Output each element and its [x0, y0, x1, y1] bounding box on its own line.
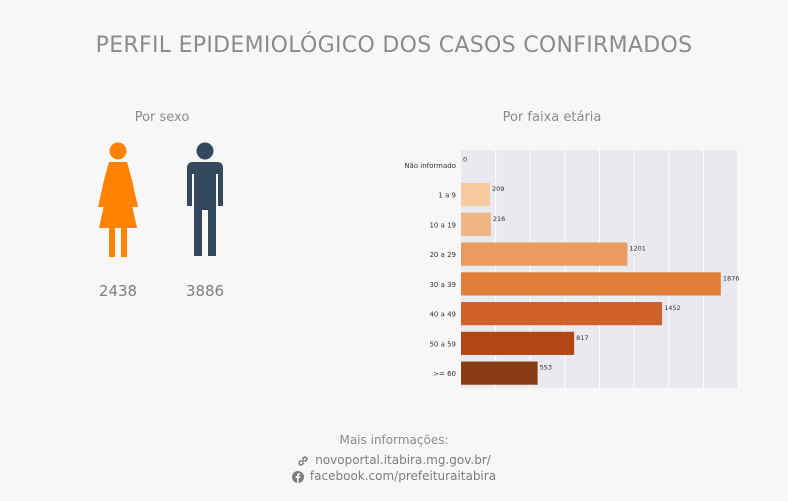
- sex-subtitle: Por sexo: [134, 110, 190, 125]
- male-icon: [187, 142, 223, 256]
- category-label: 30 a 39: [429, 281, 456, 289]
- category-label: 1 a 9: [438, 192, 456, 200]
- male-body: [187, 162, 223, 256]
- data-label: 216: [493, 215, 505, 223]
- category-label: 40 a 49: [429, 311, 456, 319]
- bar[interactable]: [461, 361, 538, 385]
- female-head: [109, 142, 127, 160]
- page-title: PERFIL EPIDEMIOLÓGICO DOS CASOS CONFIRMA…: [95, 33, 693, 58]
- link-icon: [298, 455, 308, 466]
- bar[interactable]: [461, 212, 491, 236]
- bar[interactable]: [461, 183, 490, 207]
- data-label: 209: [492, 185, 504, 193]
- female-icon: [98, 142, 138, 257]
- bar[interactable]: [461, 242, 628, 266]
- category-label: 10 a 19: [429, 221, 456, 229]
- data-label: 0: [463, 155, 467, 163]
- category-label: Não informado: [404, 162, 456, 170]
- footer-site-text: novoportal.itabira.mg.gov.br/: [315, 453, 491, 467]
- bar[interactable]: [461, 302, 663, 326]
- female-count: 2438: [98, 282, 138, 300]
- female-body: [98, 162, 138, 257]
- footer-site-link[interactable]: novoportal.itabira.mg.gov.br/: [0, 453, 788, 467]
- footer-facebook-link[interactable]: facebook.com/prefeituraitabira: [0, 469, 788, 483]
- data-label: 1452: [664, 304, 681, 312]
- age-bar-chart: Não informado 0 1 a 9 209 10 a 19 216 20 a 29 1…: [404, 150, 740, 388]
- category-label: 50 a 59: [429, 340, 456, 348]
- footer-label: Mais informações:: [339, 433, 449, 447]
- category-label: 20 a 29: [429, 251, 456, 259]
- bar[interactable]: [461, 272, 721, 296]
- facebook-icon: [291, 470, 304, 483]
- data-label: 1876: [723, 274, 740, 282]
- data-label: 553: [540, 364, 552, 372]
- male-count: 3886: [185, 282, 225, 300]
- data-label: 1201: [629, 245, 646, 253]
- age-subtitle: Por faixa etária: [502, 110, 602, 125]
- male-head: [196, 142, 214, 160]
- footer-facebook-text: facebook.com/prefeituraitabira: [309, 469, 497, 483]
- data-label: 817: [576, 334, 588, 342]
- category-label: >= 60: [433, 370, 456, 378]
- bar[interactable]: [461, 331, 575, 355]
